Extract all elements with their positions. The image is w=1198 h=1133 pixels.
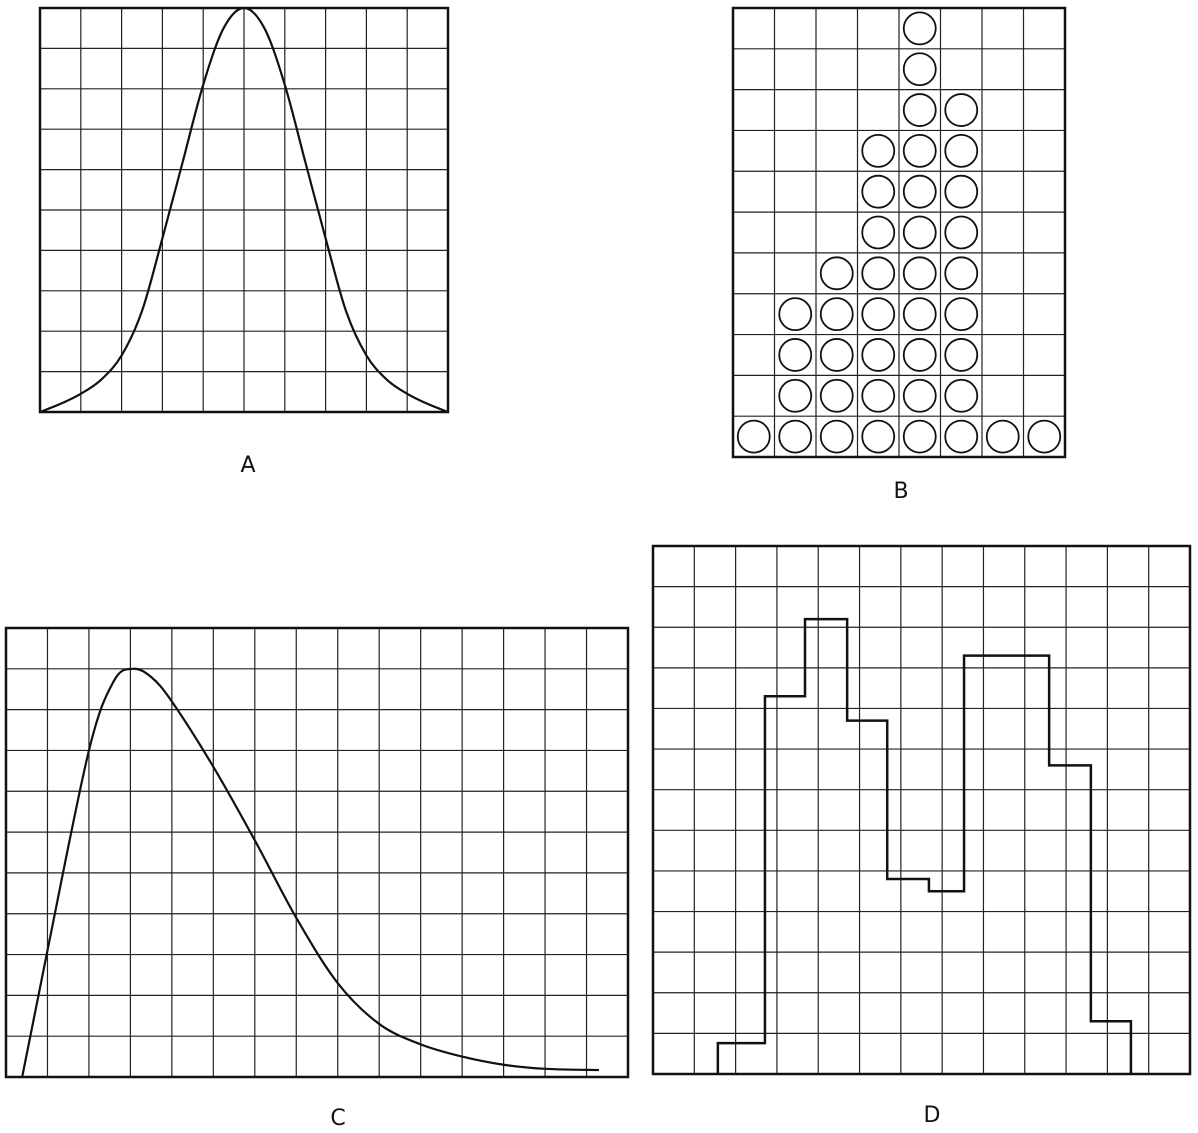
frame [4, 626, 630, 1079]
dot-marker [861, 378, 896, 413]
dot-marker [902, 174, 937, 209]
curve-line [21, 667, 599, 1078]
dot-marker [778, 378, 813, 413]
dot-marker [902, 133, 937, 168]
dot-marker [861, 174, 896, 209]
dot-marker [902, 52, 937, 87]
frame [651, 544, 1192, 1076]
dot-marker [902, 378, 937, 413]
dot-marker [861, 133, 896, 168]
dot-marker [902, 93, 937, 127]
dot-marker [861, 256, 896, 291]
panel-label-c: C [330, 1106, 345, 1131]
panel-label-a: A [240, 453, 255, 478]
dot-marker [902, 419, 937, 454]
panel-a [38, 6, 450, 414]
dot-marker [944, 419, 979, 454]
dot-marker [778, 297, 813, 332]
dot-marker [819, 419, 854, 454]
dot-marker [902, 215, 937, 250]
dot-marker [944, 256, 979, 291]
dot-marker [902, 256, 937, 291]
dot-marker [944, 215, 979, 250]
panel-b [731, 6, 1067, 459]
dot-marker [944, 133, 979, 168]
histogram-outline [716, 617, 1133, 1074]
dot-marker [902, 11, 937, 46]
panel-label-d: D [924, 1103, 941, 1128]
dot-marker [861, 297, 896, 332]
dot-marker [985, 419, 1020, 454]
dot-marker [819, 378, 854, 413]
dot-marker [944, 93, 979, 127]
dot-marker [1027, 419, 1062, 454]
panel-c [4, 626, 630, 1079]
dot-marker [944, 378, 979, 413]
dot-marker [944, 174, 979, 209]
panel-d [651, 544, 1192, 1076]
dot-marker [944, 297, 979, 332]
dot-marker [902, 297, 937, 332]
dot-marker [778, 338, 813, 372]
curve-line [39, 6, 449, 414]
dot-marker [944, 338, 979, 372]
frame [731, 6, 1067, 459]
dot-marker [819, 338, 854, 372]
dot-marker [736, 419, 771, 454]
panel-label-b: B [893, 479, 908, 504]
dot-marker [861, 419, 896, 454]
dot-marker [902, 338, 937, 372]
dot-marker [861, 338, 896, 372]
dot-marker [861, 215, 896, 250]
dot-marker [819, 256, 854, 291]
dot-marker [819, 297, 854, 332]
dot-marker [778, 419, 813, 454]
